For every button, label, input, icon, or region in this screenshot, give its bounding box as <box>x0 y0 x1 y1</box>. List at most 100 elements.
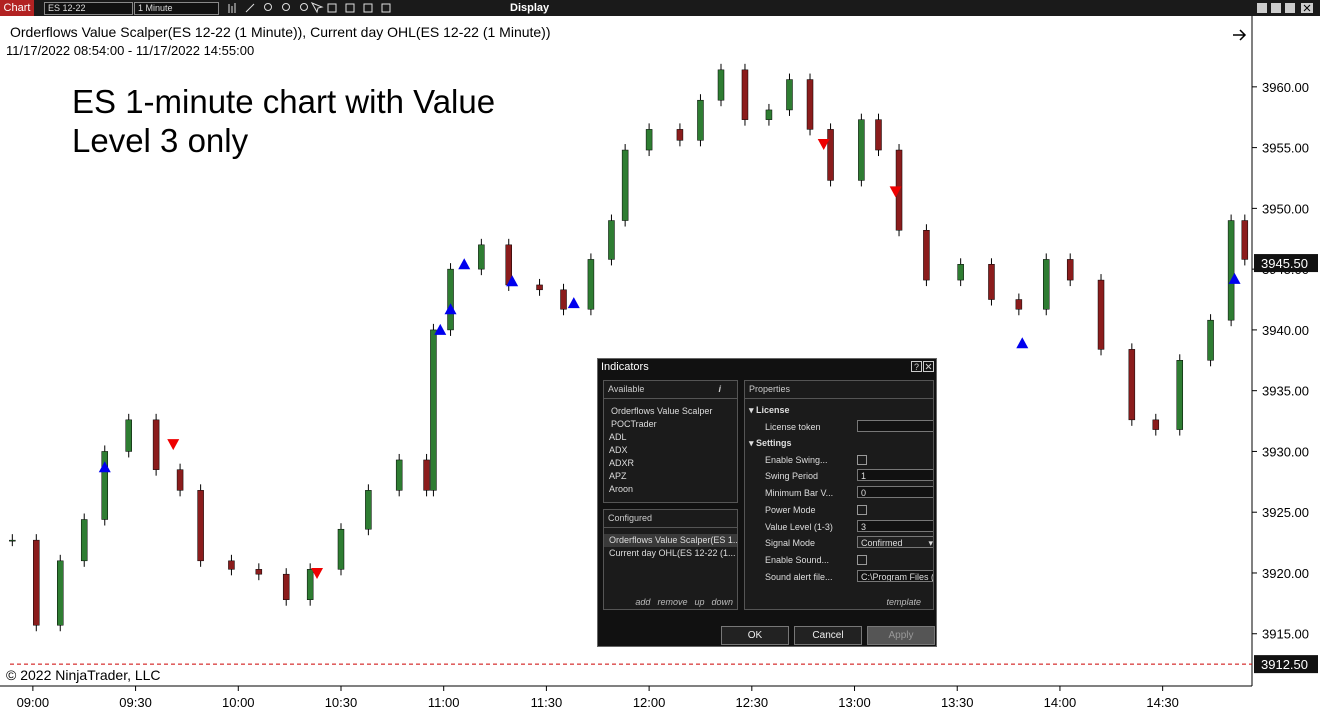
property-label: Minimum Bar V... <box>765 488 834 499</box>
template-link[interactable]: template <box>886 597 921 607</box>
scroll-arrow[interactable] <box>1233 29 1247 41</box>
candle-body <box>957 264 964 281</box>
property-row: Signal Mode Confirmed ▾ <box>765 536 933 550</box>
property-label: Sound alert file... <box>765 571 833 582</box>
property-input[interactable] <box>857 419 933 432</box>
chart-tab[interactable]: Chart <box>0 0 34 16</box>
y-tick-label: 3935.00 <box>1262 384 1309 399</box>
configured-action[interactable]: up <box>694 597 705 607</box>
candle-body <box>536 284 543 291</box>
property-group[interactable]: ▾ Settings <box>749 436 792 450</box>
candle-body <box>1015 299 1023 310</box>
y-tick-label: 3950.00 <box>1262 201 1309 216</box>
property-row: Minimum Bar V... 0 <box>765 486 933 500</box>
candle-body <box>697 99 704 141</box>
candle-body <box>988 264 995 300</box>
available-item[interactable]: ADX <box>609 445 628 455</box>
candle-body <box>676 129 684 141</box>
x-tick-label: 10:00 <box>222 695 255 710</box>
candle-body <box>560 289 567 310</box>
property-checkbox[interactable] <box>857 504 867 515</box>
y-tick-label: 3940.00 <box>1262 323 1309 338</box>
x-tick-label: 09:30 <box>119 695 152 710</box>
candle-body <box>717 69 725 101</box>
candle-body <box>587 259 595 310</box>
available-item[interactable]: ADL <box>609 432 627 442</box>
candle-body <box>9 539 16 542</box>
toolbar-icons[interactable] <box>226 2 396 14</box>
property-label: Enable Swing... <box>765 454 828 465</box>
candle-body <box>228 560 235 570</box>
dialog-button[interactable]: Apply <box>867 626 935 645</box>
x-tick-label: 12:00 <box>633 695 666 710</box>
signal-arrow <box>817 138 830 150</box>
candle-body <box>923 230 930 281</box>
y-tick-label: 3915.00 <box>1262 627 1309 642</box>
y-tick-label: 3960.00 <box>1262 80 1309 95</box>
property-input[interactable]: Confirmed ▾ <box>857 536 933 549</box>
signal-arrow <box>1228 272 1241 284</box>
candle-body <box>423 459 430 491</box>
x-tick-label: 13:00 <box>838 695 871 710</box>
property-label: Swing Period <box>765 471 819 482</box>
dialog-button[interactable]: OK <box>721 626 789 645</box>
configured-action[interactable]: add <box>635 597 651 607</box>
candle-body <box>57 560 64 626</box>
candle-body <box>765 109 773 120</box>
x-tick-label: 10:30 <box>325 695 358 710</box>
available-item[interactable]: Orderflows Value Scalper <box>611 406 713 416</box>
property-input[interactable]: 0 <box>857 486 933 499</box>
candle-body <box>1128 349 1136 421</box>
property-input[interactable]: C:\Program Files (x <box>857 569 933 582</box>
signal-arrow <box>1016 337 1029 349</box>
group-toggle[interactable]: ▾ <box>749 438 757 449</box>
display-menu[interactable]: Display <box>510 2 550 14</box>
candle-body <box>1097 279 1105 350</box>
candle-body <box>80 519 88 562</box>
configured-pane: Configured Orderflows Value Scalper(ES 1… <box>603 509 738 610</box>
y-tick-label: 3930.00 <box>1262 444 1309 459</box>
signal-arrow <box>167 439 180 451</box>
indicators-dialog: Indicators ? Available i Orderflows Value… <box>597 358 937 647</box>
available-item[interactable]: APZ <box>609 471 627 481</box>
configured-action[interactable]: remove <box>657 597 688 607</box>
available-item[interactable]: ADXR <box>609 458 635 468</box>
configured-item[interactable]: Orderflows Value Scalper(ES 1... <box>604 534 737 547</box>
dialog-title: Indicators <box>601 361 649 373</box>
dialog-buttons[interactable]: ? <box>911 361 935 373</box>
candle-body <box>875 119 882 151</box>
x-tick-label: 11:00 <box>428 695 460 710</box>
instrument-selector[interactable]: ES 12-22 <box>44 2 133 15</box>
copyright: © 2022 NinjaTrader, LLC <box>6 667 161 683</box>
window-buttons[interactable] <box>1256 2 1318 14</box>
interval-selector[interactable]: 1 Minute <box>134 2 219 15</box>
property-input[interactable]: 3 <box>857 519 933 532</box>
configured-action[interactable]: down <box>711 597 733 607</box>
select-arrow[interactable]: ▾ <box>928 538 933 549</box>
available-item[interactable]: Aroon <box>609 484 634 494</box>
x-tick-label: 13:30 <box>941 695 974 710</box>
property-row: License token <box>765 419 933 434</box>
signal-arrow <box>311 567 324 579</box>
property-group[interactable]: ▾ License <box>749 403 790 417</box>
property-checkbox[interactable] <box>857 454 867 465</box>
available-list: Orderflows Value Scalper POCTrader ADL ADX A… <box>604 399 737 496</box>
candle-body <box>478 244 485 270</box>
dialog-button[interactable]: Cancel <box>794 626 862 645</box>
property-label: License token <box>765 421 821 432</box>
x-tick-label: 09:00 <box>17 695 50 710</box>
group-toggle[interactable]: ▾ <box>749 405 757 415</box>
candle-body <box>1241 220 1249 260</box>
available-item[interactable]: POCTrader <box>611 419 657 429</box>
date-range: 11/17/2022 08:54:00 - 11/17/2022 14:55:0… <box>6 43 255 58</box>
y-tick-label: 3955.00 <box>1262 141 1309 156</box>
property-checkbox[interactable] <box>857 554 867 565</box>
configured-item[interactable]: Current day OHL(ES 12-22 (1... <box>609 548 736 558</box>
candle-body <box>255 569 263 575</box>
candle-body <box>197 490 204 562</box>
y-tick-label: 3925.00 <box>1262 505 1309 520</box>
property-label: Signal Mode <box>765 538 816 549</box>
property-input[interactable]: 1 <box>857 469 933 482</box>
properties-header: Properties <box>745 381 933 399</box>
